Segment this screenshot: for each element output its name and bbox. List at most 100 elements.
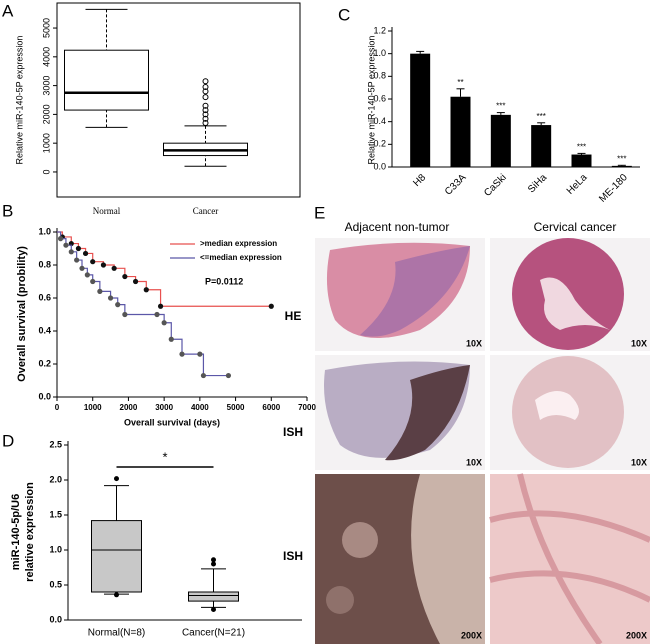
censor-mark [82,250,89,257]
y-tick-label: 0.0 [38,391,51,401]
censor-mark [97,288,103,294]
censor-mark [90,278,96,285]
y-tick-label: 3000 [41,76,51,96]
significance-label: *** [577,143,586,152]
censor-mark [107,295,114,301]
censor-mark [75,245,82,252]
column-header: Adjacent non-tumor [345,220,450,234]
x-tick-label: H8 [411,172,428,189]
y-tick-label: 2.0 [49,474,62,484]
panel-letter: C [338,5,350,24]
censor-mark [90,259,96,265]
outlier [202,84,209,91]
p-value: P=0.0112 [205,276,243,286]
outlier [202,115,209,122]
y-tick-label: 0.6 [373,93,386,103]
censor-mark [74,257,80,263]
x-tick-label: 5000 [227,403,245,412]
x-tick-label: HeLa [565,172,590,197]
legend-label: >median expression [200,239,277,248]
x-tick-label: 6000 [262,403,280,412]
x-tick-label: SiHa [526,172,549,195]
y-tick-label: 5000 [41,18,51,38]
outlier [202,78,209,85]
magnification: 10X [631,338,647,348]
box [91,520,142,593]
x-axis-label: Overall survival (days) [124,417,220,427]
y-tick-label: 1.0 [373,48,386,58]
y-tick-label: 0.0 [49,614,62,624]
censor-mark [168,336,174,342]
censor-mark [100,262,107,268]
bar [450,96,471,167]
censor-mark [132,278,139,285]
x-tick-label: 3000 [155,403,173,412]
outlier [202,111,209,118]
y-tick-label: 1.0 [49,544,62,554]
y-axis-label: Relative miR-140-5P expression [366,36,376,165]
x-tick-label: Normal [93,206,121,216]
censor-mark [122,311,128,318]
y-axis-label: Overall survival (probility) [16,246,28,382]
y-axis-label: relative expression [24,482,36,582]
censor-mark [84,272,90,278]
y-tick-label: 1.5 [49,509,62,519]
row-label: ISH [283,425,303,439]
y-tick-label: 1.0 [38,226,51,236]
panel-letter: B [2,201,13,220]
row-label: ISH [283,549,303,563]
y-tick-label: 0 [41,169,51,174]
censor-mark [63,242,69,248]
y-tick-label: 0.8 [38,259,51,269]
censor-mark [200,372,207,379]
y-tick-label: 1.2 [373,25,386,35]
survival-curve [57,231,229,377]
bar [410,53,431,167]
x-tick-label: 2000 [120,403,138,412]
y-tick-label: 0.6 [38,292,51,302]
magnification: 10X [466,338,482,348]
magnification: 200X [626,630,647,640]
outlier [202,107,209,114]
censor-mark [68,249,74,255]
legend-label: <=median expression [200,253,282,262]
y-axis-label: miR-140-5p/U6 [10,494,22,570]
censor-mark [143,287,149,293]
x-tick-label: 0 [55,403,60,412]
censor-mark [79,265,85,271]
x-tick-label: C33A [443,172,469,198]
x-tick-label: Normal(N=8) [88,628,146,639]
y-tick-label: 0.2 [38,358,51,368]
panel-letter: D [2,431,14,450]
magnification: 10X [631,457,647,467]
censor-mark [179,351,185,357]
box [64,49,149,111]
bar [531,125,552,167]
censor-mark [57,236,64,242]
y-tick-label: 0.4 [38,325,51,335]
x-tick-label: ME-180 [597,172,630,205]
significance-label: *** [496,102,505,111]
bar [571,154,592,167]
y-tick-label: 2.5 [49,439,62,449]
column-header: Cervical cancer [534,220,617,234]
significance-label: * [162,449,167,464]
magnification: 10X [466,457,482,467]
y-tick-label: 0.2 [373,139,386,149]
panel-e-images [315,238,650,644]
bar [611,165,632,167]
outlier [211,607,216,612]
plot-frame [56,2,301,198]
y-tick-label: 0.4 [373,116,386,126]
censor-mark [225,372,232,379]
y-axis-label: Relative miR-140-5P expression [14,36,24,165]
censor-mark [197,351,203,357]
x-tick-label: Cancer [193,206,218,216]
censor-mark [161,320,167,326]
censor-mark [115,302,121,308]
censor-mark [154,311,160,318]
outlier [202,120,209,127]
outlier [202,88,209,95]
y-tick-label: 2000 [41,104,51,124]
y-tick-label: 0.8 [373,71,386,81]
